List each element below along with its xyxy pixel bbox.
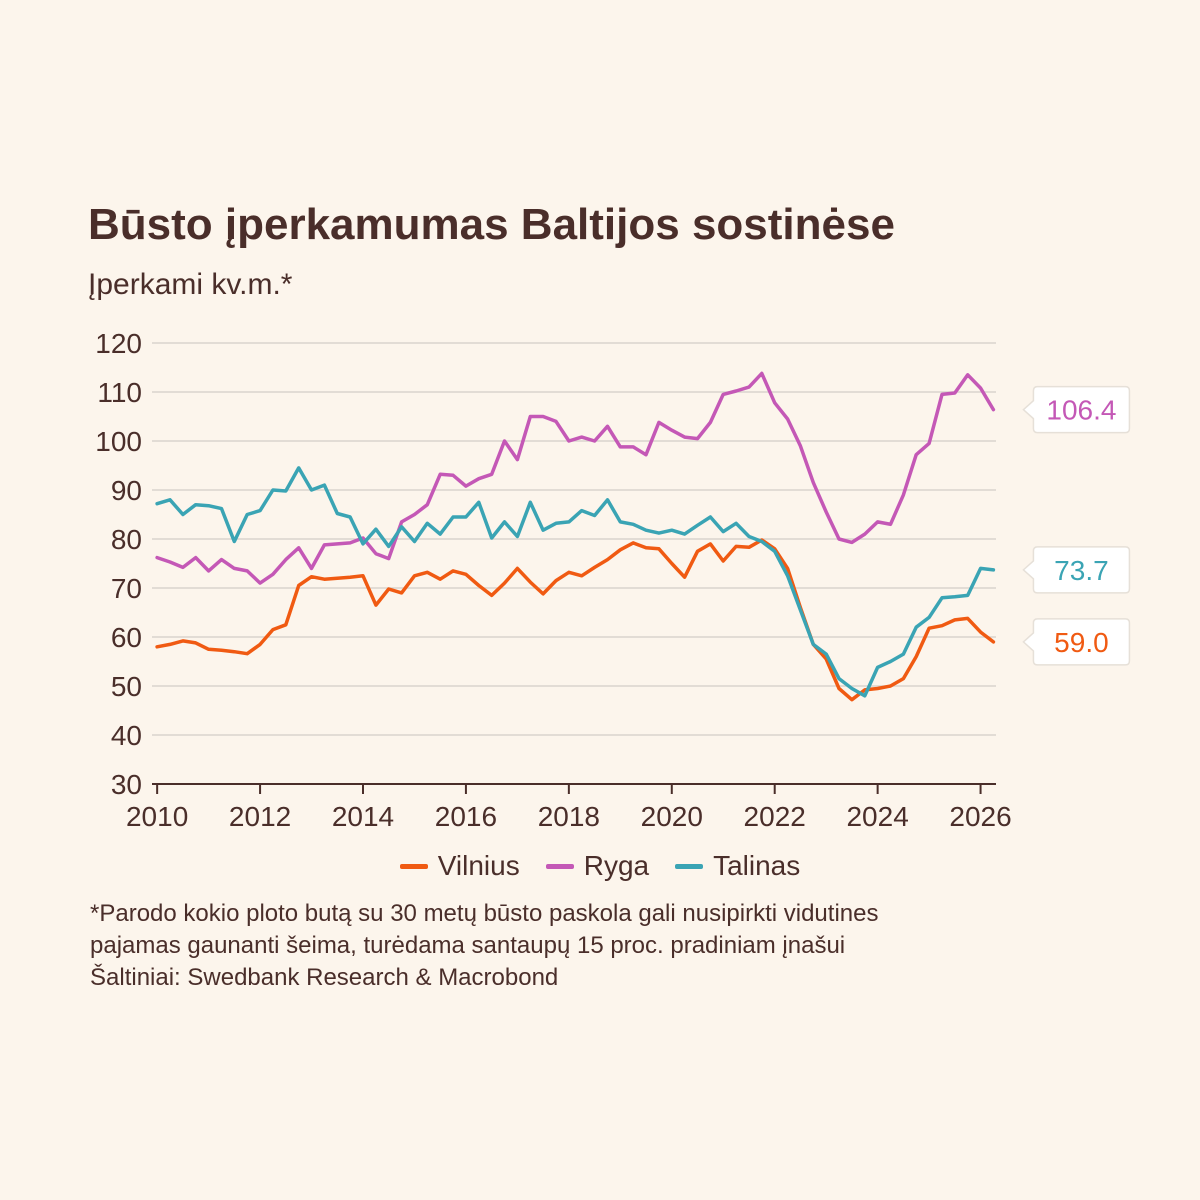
footnote: *Parodo kokio ploto butą su 30 metų būst… [90,898,1120,994]
x-tick-label-2026: 2026 [949,801,1011,832]
footnote-line-1: *Parodo kokio ploto butą su 30 metų būst… [90,900,879,927]
y-tick-label-120: 120 [95,328,142,359]
end-label-value-vilnius: 59.0 [1054,627,1109,658]
footnote-line-3: Šaltiniai: Swedbank Research & Macrobond [90,964,559,991]
y-tick-label-80: 80 [111,524,142,555]
end-label-box-vilnius [1022,618,1131,666]
series-line-talinas [155,466,996,698]
y-tick-label-50: 50 [111,671,142,702]
x-tick-label-2010: 2010 [126,801,188,832]
x-tick-label-2012: 2012 [229,801,291,832]
x-tick-label-2016: 2016 [435,801,497,832]
x-tick-label-2020: 2020 [641,801,703,832]
end-label-box-ryga [1022,385,1131,434]
end-label-value-talinas: 73.7 [1054,555,1109,586]
chart-title: Būsto įperkamumas Baltijos sostinėse [88,200,895,249]
x-tick-label-2022: 2022 [744,801,806,832]
y-tick-label-70: 70 [111,573,142,604]
y-tick-label-110: 110 [97,377,142,408]
x-tick-label-2018: 2018 [538,801,600,832]
legend-swatch-talinas [675,863,704,869]
end-label-value-ryga: 106.4 [1046,395,1116,426]
legend-swatch-ryga [545,863,574,869]
legend-swatch-vilnius [399,863,428,869]
axis-layer: 30 40 50 60 70 80 90 100 110 120 2010 2012 2014 2016 2… [95,328,1011,832]
y-tick-label-60: 60 [111,622,142,653]
chart-subtitle: Įperkami kv.m.* [88,268,293,301]
legend-item-vilnius: Vilnius [399,850,520,882]
grid-layer [152,342,996,736]
x-tick-label-2024: 2024 [846,801,908,832]
legend: Vilnius Ryga Talinas [0,850,1200,882]
legend-label-ryga: Ryga [583,850,650,881]
end-label-talinas: 73.7 [1022,546,1131,594]
end-label-vilnius: 59.0 [1022,618,1131,666]
legend-item-ryga: Ryga [545,850,650,882]
end-label-layer: 59.0 106.4 73.7 [1022,385,1131,666]
footnote-line-2: pajamas gaunanti šeima, turėdama santaup… [90,932,846,959]
series-layer [155,371,996,702]
legend-label-talinas: Talinas [713,850,801,881]
end-label-ryga: 106.4 [1022,385,1131,434]
legend-label-vilnius: Vilnius [437,850,520,881]
y-tick-label-30: 30 [111,769,142,800]
y-tick-label-40: 40 [111,720,142,751]
y-tick-label-100: 100 [95,426,142,457]
series-line-ryga [155,371,996,585]
end-label-box-talinas [1022,546,1131,594]
series-line-vilnius [155,538,996,702]
legend-item-talinas: Talinas [675,850,800,882]
x-tick-label-2014: 2014 [332,801,394,832]
y-tick-label-90: 90 [111,475,142,506]
